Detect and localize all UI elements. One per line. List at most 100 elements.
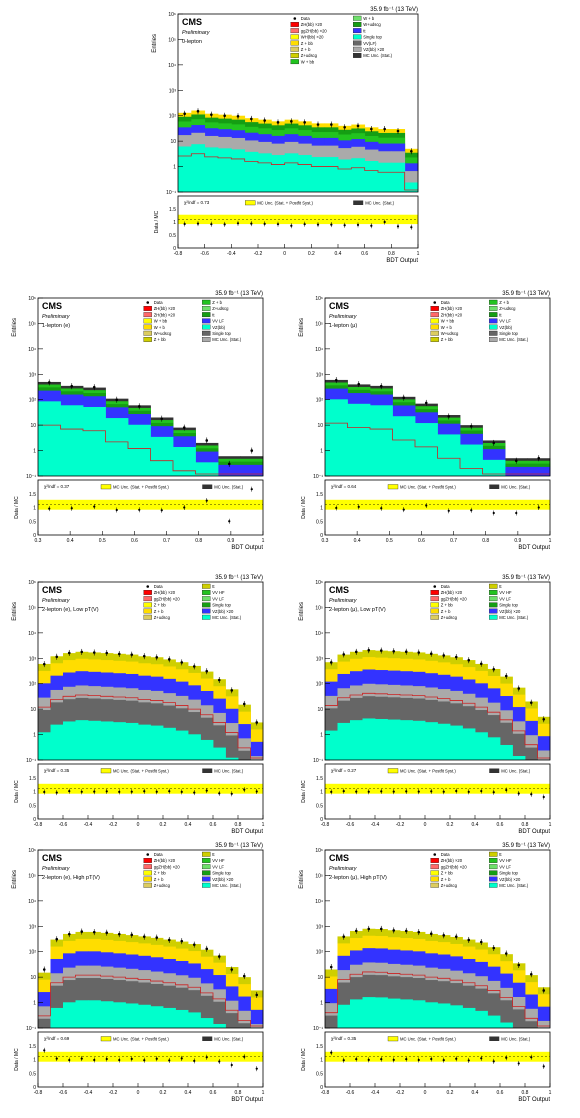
stack-bar <box>175 730 189 760</box>
data-point <box>429 932 433 936</box>
legend-swatch <box>202 882 211 888</box>
x-tick-label: 0.2 <box>447 822 454 828</box>
stack-bar <box>258 153 272 192</box>
legend-entry: Z+udscg <box>212 306 229 311</box>
x-tick-label: -0.8 <box>34 1090 43 1096</box>
ratio-legend-entry: MC Unc. (Stat.) <box>214 769 243 774</box>
data-point <box>529 701 533 704</box>
legend-marker <box>293 17 297 20</box>
ratio-y-tick-label: 0 <box>173 246 176 252</box>
ratio-point <box>290 224 293 227</box>
ratio-y-tick-label: 1 <box>33 1058 36 1064</box>
data-point <box>367 648 371 652</box>
cms-label: CMS <box>42 853 62 863</box>
plot-frame <box>37 581 264 761</box>
ratio-point <box>505 1056 508 1059</box>
stack-bar <box>537 1020 551 1028</box>
x-tick-label: 1 <box>262 822 265 828</box>
x-tick-label: -0.4 <box>84 1090 93 1096</box>
legend-entry: VZ(bb) <box>499 325 512 330</box>
ratio-point <box>193 791 196 794</box>
data-point <box>210 113 213 116</box>
legend-swatch <box>143 858 152 863</box>
legend-swatch <box>143 306 152 311</box>
x-axis-label: BDT Output <box>231 545 263 551</box>
data-point <box>205 439 209 442</box>
data-point <box>330 123 333 126</box>
x-tick-label: 0.4 <box>472 822 479 828</box>
legend-entry: Single top <box>212 331 231 336</box>
ratio-point <box>155 1057 158 1060</box>
ratio-point <box>155 790 158 793</box>
legend-entry: MC Unc. (Stat.) <box>499 337 528 342</box>
legend-entry: Z+udscg <box>301 53 318 58</box>
x-tick-label: -0.8 <box>174 251 183 257</box>
ratio-point <box>276 223 280 226</box>
legend-swatch <box>143 596 152 602</box>
x-tick-label: -0.2 <box>396 1090 405 1096</box>
data-point <box>342 935 346 938</box>
legend-entry: tt <box>212 584 215 589</box>
legend-swatch <box>489 583 498 589</box>
legend-entry: ggZH(bb) ×20 <box>441 864 468 869</box>
data-point <box>492 946 496 950</box>
legend-swatch <box>489 312 498 318</box>
legend-swatch <box>489 330 498 336</box>
y-tick-label: 10³ <box>29 372 37 378</box>
y-tick-label: 10² <box>29 682 37 688</box>
ratio-point <box>515 511 518 515</box>
x-tick-label: 0.6 <box>497 822 504 828</box>
ratio-point <box>417 1058 420 1062</box>
data-point <box>379 927 383 931</box>
legend-entry: ggZH(bb) ×20 <box>441 596 468 601</box>
ratio-legend-entry: MC Unc. (Stat. + Postfit Syst.) <box>400 1037 456 1042</box>
x-tick-label: 0 <box>424 822 427 828</box>
ratio-y-label: Data / MC <box>14 780 20 803</box>
chi2-label: χ²/ndf = 0.35 <box>331 1036 357 1041</box>
ratio-legend-swatch <box>245 200 256 206</box>
ratio-y-tick-label: 1 <box>320 506 323 512</box>
x-tick-label: 0.4 <box>335 251 342 257</box>
y-tick-label: 10⁶ <box>28 848 36 854</box>
ratio-panel: χ²/ndf = 0.35 MC Unc. (Stat. + Postfit Sy… <box>301 1031 552 1103</box>
stack-bar <box>238 1023 251 1028</box>
y-tick-label: 10³ <box>29 924 37 930</box>
ratio-point <box>138 508 141 511</box>
legend-swatch <box>143 324 152 330</box>
ratio-point <box>115 508 118 512</box>
legend-swatch <box>202 337 211 342</box>
y-tick-label: 10⁶ <box>28 580 36 586</box>
data-point <box>192 943 196 946</box>
legend-swatch <box>202 312 211 318</box>
prelim-label: Preliminary <box>329 314 358 320</box>
ratio-point <box>330 223 333 226</box>
y-tick-label: 10² <box>316 398 324 404</box>
ratio-legend-entry: MC Unc. (Stat.) <box>501 1037 530 1042</box>
x-tick-label: 0 <box>283 251 286 257</box>
stack-bar <box>412 720 426 760</box>
stack-bar <box>150 725 164 760</box>
stack-bar <box>437 723 451 760</box>
chi2-label: χ²/ndf = 0.73 <box>184 200 210 205</box>
ratio-point <box>193 1059 196 1062</box>
data-point <box>217 678 221 682</box>
ratio-point <box>105 1057 108 1061</box>
stack-bar <box>213 1024 226 1028</box>
y-tick-label: 10² <box>29 398 37 404</box>
data-point <box>230 968 234 971</box>
data-point <box>142 935 146 938</box>
ratio-point <box>105 790 108 793</box>
ratio-point <box>55 1057 58 1060</box>
legend-entry: ZH(bb) ×20 <box>154 590 176 595</box>
x-tick-label: 0.8 <box>388 251 395 257</box>
stack-bar <box>250 741 264 760</box>
ratio-point <box>230 1063 233 1067</box>
ratio-panel: χ²/ndf = 0.37 MC Unc. (Stat. + Postfit Sy… <box>14 479 265 551</box>
stack-bar <box>238 750 251 760</box>
legend-swatch <box>202 330 211 336</box>
data-point <box>367 927 371 931</box>
legend-swatch <box>353 28 362 34</box>
legend-swatch <box>489 882 498 888</box>
legend-entry: ZH(bb) ×20 <box>441 590 463 595</box>
x-tick-label: 0.8 <box>522 822 529 828</box>
